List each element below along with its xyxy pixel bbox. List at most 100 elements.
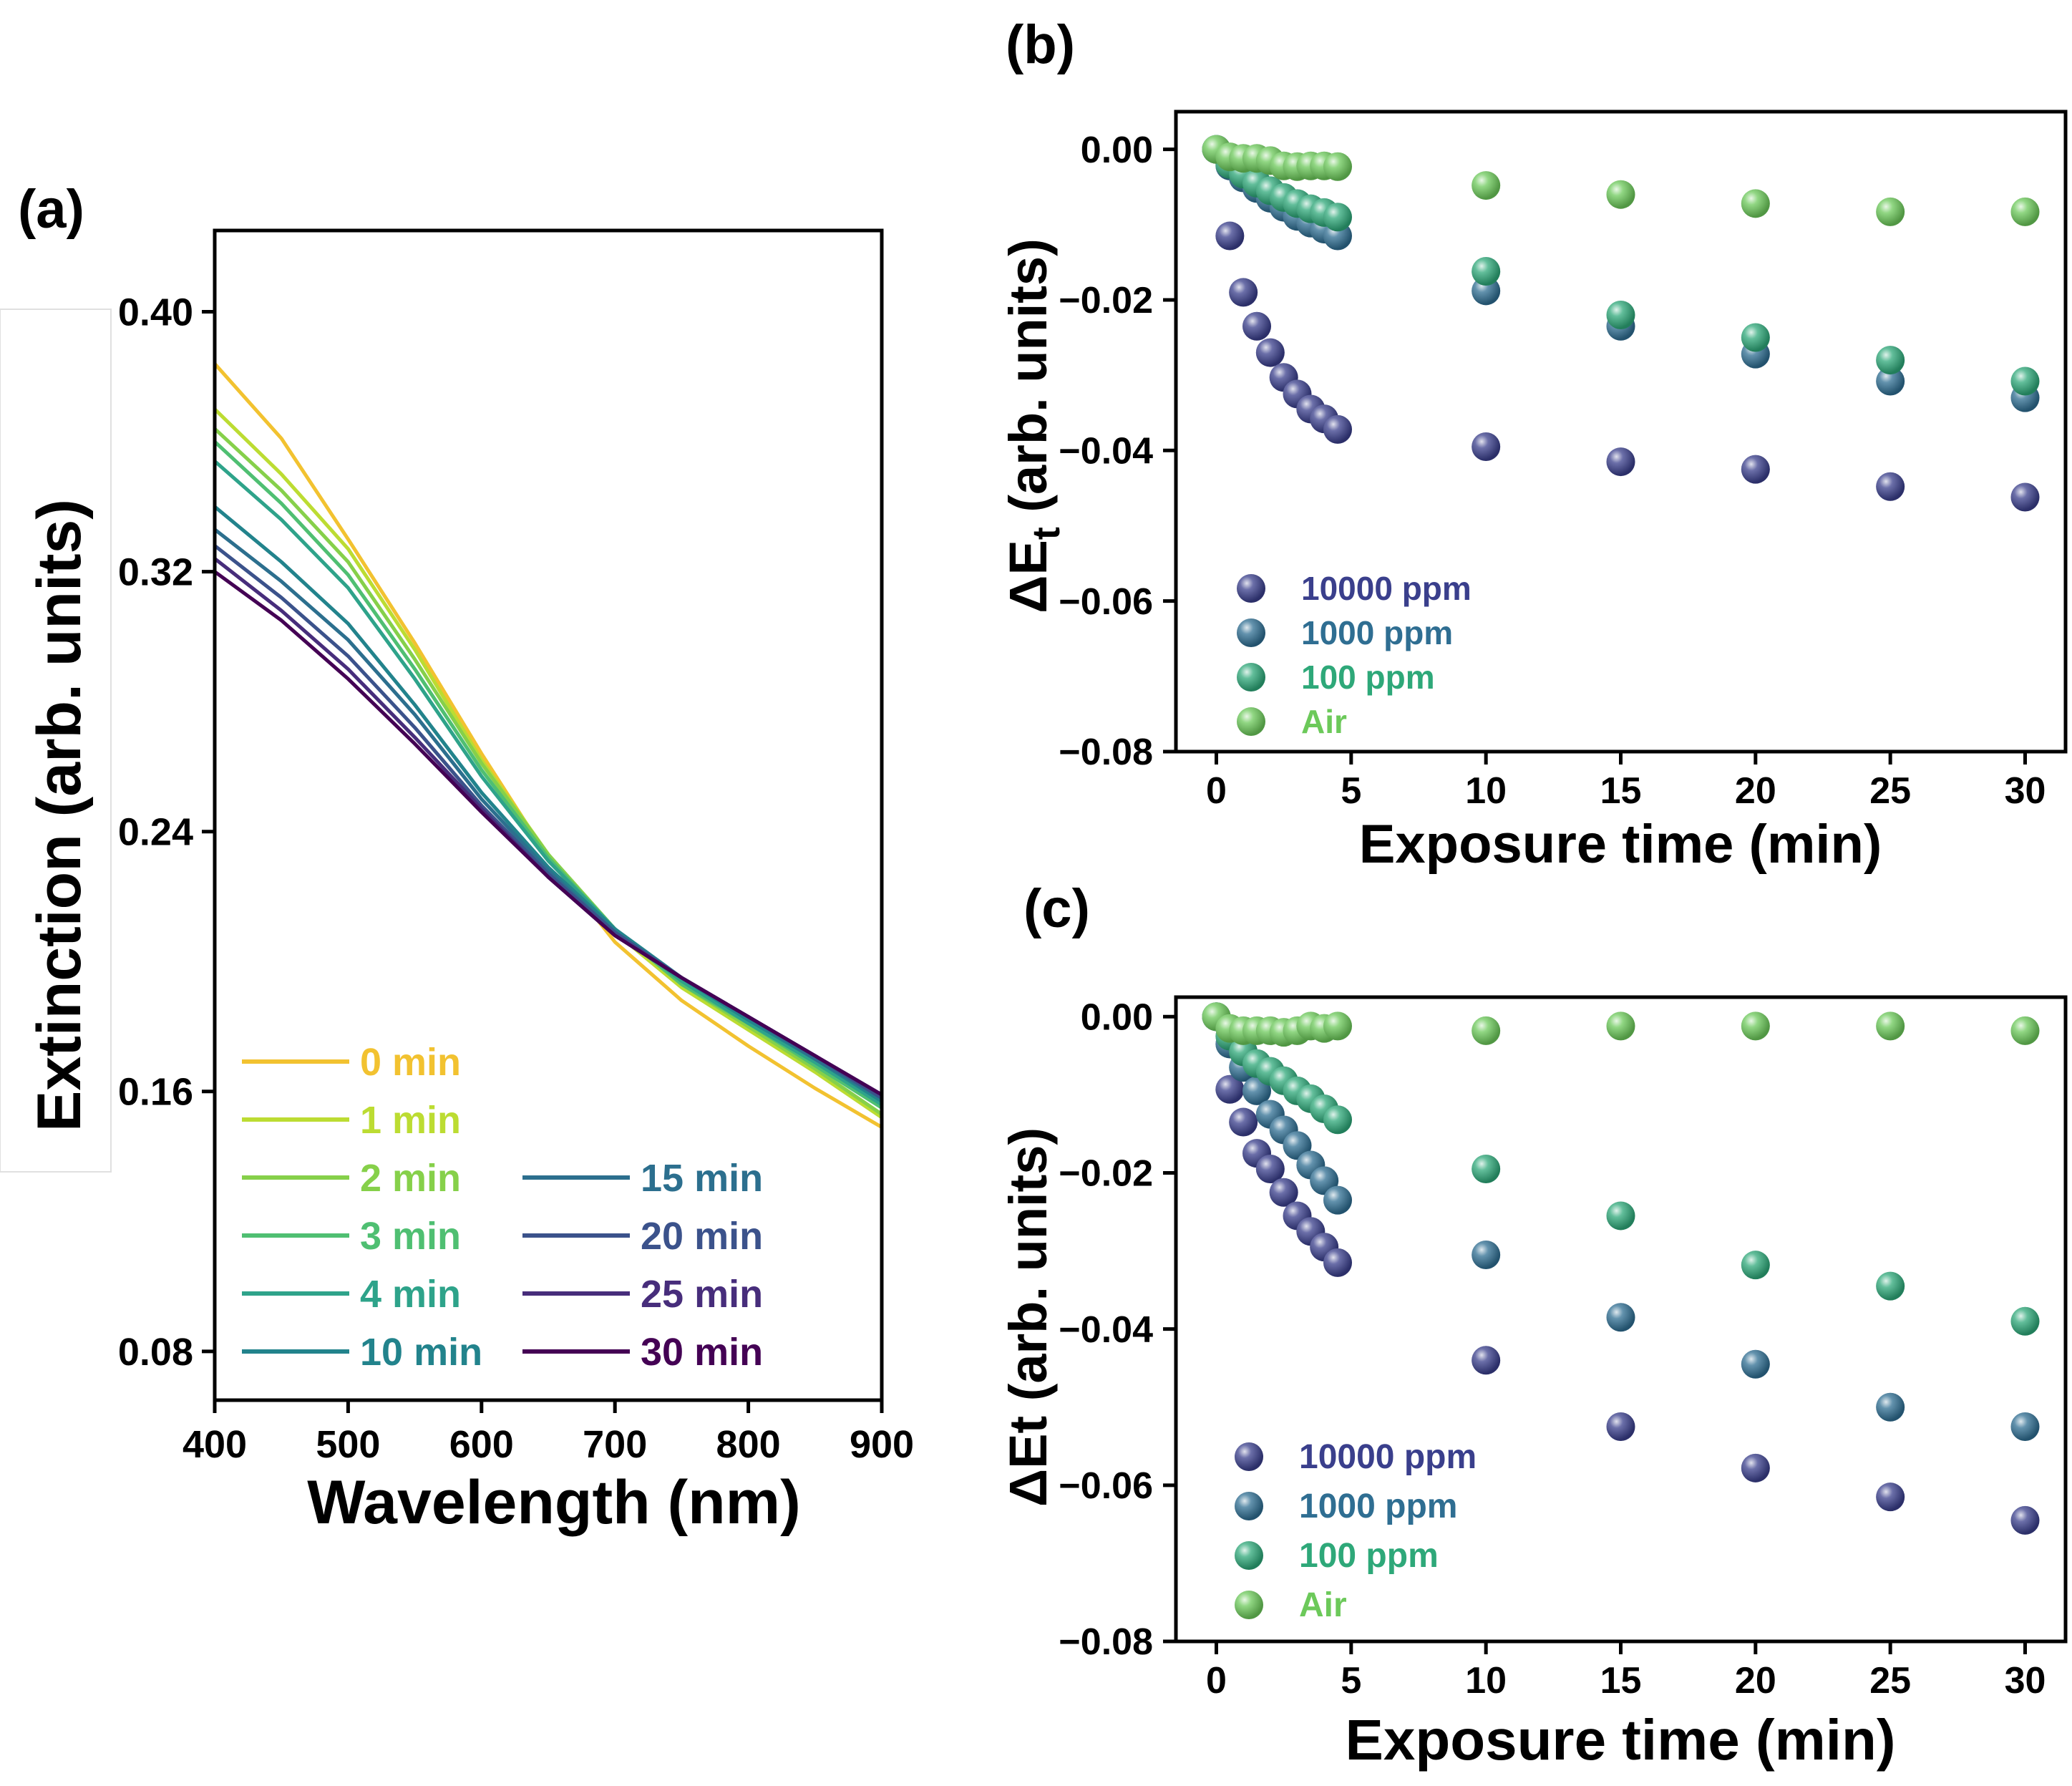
data-point-shine	[1323, 1248, 1352, 1277]
x-tick-label: 900	[850, 1423, 914, 1466]
series-line	[213, 570, 883, 1097]
legend-label: 20 min	[641, 1215, 763, 1258]
data-point-shine	[1606, 1412, 1635, 1441]
y-tick-label: −0.04	[1059, 430, 1153, 472]
panel-c-axes: 0 5 10 15 20 25 30 0.00 −0.02 −0.04 −0.06 −0.08	[1059, 996, 2046, 1702]
panel-c-legend: 10000 ppm 1000 ppm 100 ppm Air	[1235, 1438, 1477, 1624]
legend-label: 3 min	[360, 1215, 461, 1258]
panel-b-axes: 0 5 10 15 20 25 30 0.00 −0.02 −0.04 −0.06 −0.08	[1059, 130, 2046, 812]
y-tick-label: −0.08	[1059, 1621, 1153, 1663]
legend-label: 100 ppm	[1301, 659, 1435, 696]
legend-label: 10000 ppm	[1301, 570, 1472, 607]
panel-b-ylabel: ΔEt (arb. units)	[998, 238, 1068, 613]
x-tick-label: 5	[1341, 770, 1361, 812]
legend-label: 10 min	[360, 1331, 482, 1374]
legend-marker-shine	[1237, 707, 1265, 736]
x-tick-label: 0	[1206, 1660, 1227, 1702]
data-point-shine	[1876, 1271, 1905, 1301]
data-point-shine	[1741, 1453, 1770, 1482]
data-point-shine	[1215, 221, 1245, 251]
y-tick-label: 0.40	[118, 291, 193, 334]
data-point-shine	[2010, 1412, 2040, 1441]
data-point-shine	[1229, 278, 1258, 307]
legend-label: 1000 ppm	[1299, 1487, 1457, 1525]
panel-b-xlabel: Exposure time (min)	[1359, 814, 1882, 875]
data-point-shine	[2010, 1505, 2040, 1535]
data-point-shine	[1606, 180, 1635, 209]
legend-marker-shine	[1235, 1442, 1263, 1471]
data-point-shine	[1215, 1074, 1245, 1104]
data-point-shine	[1255, 1155, 1285, 1183]
legend-label: 10000 ppm	[1299, 1438, 1477, 1476]
panel-b-ylabel-rest: (arb. units)	[998, 238, 1058, 527]
y-tick-label: 0.32	[118, 550, 193, 593]
data-point-shine	[1606, 1011, 1635, 1041]
data-point-shine	[2010, 482, 2040, 512]
legend-label: 1 min	[360, 1099, 461, 1142]
x-tick-label: 800	[716, 1423, 781, 1466]
legend-label: 4 min	[360, 1273, 461, 1316]
data-point-shine	[1606, 447, 1635, 477]
panel-a-ylabel: Extinction (arb. units)	[25, 499, 94, 1132]
x-tick-label: 10	[1465, 770, 1507, 812]
panel-a-plot-area	[213, 362, 883, 1129]
x-tick-label: 15	[1600, 770, 1642, 812]
legend-marker-shine	[1237, 618, 1265, 647]
legend-label: 100 ppm	[1299, 1537, 1439, 1575]
y-tick-label: −0.06	[1059, 581, 1153, 623]
data-point-shine	[1242, 311, 1271, 341]
panel-c-plot-area	[1202, 1002, 2040, 1535]
legend-marker-shine	[1237, 663, 1265, 691]
x-tick-label: 30	[2005, 770, 2046, 812]
y-tick-label: 0.00	[1081, 996, 1153, 1038]
data-point-shine	[1876, 367, 1905, 396]
legend-label: 30 min	[641, 1331, 763, 1374]
panel-a: 400 500 600 700 800 900 0.08 0.16 0.24 0.32 0.40 W…	[0, 228, 914, 1537]
data-point-shine	[1255, 338, 1285, 367]
series-line	[213, 407, 883, 1120]
y-tick-label: 0.08	[118, 1331, 193, 1374]
data-point-shine	[2010, 1016, 2040, 1045]
y-tick-label: −0.06	[1059, 1465, 1153, 1507]
x-tick-label: 20	[1735, 1660, 1776, 1702]
x-tick-label: 400	[183, 1423, 247, 1466]
legend-marker-shine	[1237, 574, 1265, 603]
panel-c-label: (c)	[1023, 878, 1090, 939]
data-point-shine	[1741, 1251, 1770, 1280]
series-line	[213, 557, 883, 1097]
panel-b-plot-area	[1202, 135, 2040, 512]
panel-c-xlabel: Exposure time (min)	[1345, 1708, 1895, 1772]
y-tick-label: −0.08	[1059, 732, 1153, 773]
data-point-shine	[1741, 323, 1770, 352]
data-point-shine	[1876, 1482, 1905, 1512]
data-point-shine	[1741, 1349, 1770, 1379]
data-point-shine	[1323, 203, 1352, 232]
y-tick-label: 0.16	[118, 1071, 193, 1114]
panel-b-legend: 10000 ppm 1000 ppm 100 ppm Air	[1237, 570, 1472, 740]
panel-c-ylabel: ΔEt (arb. units)	[998, 1127, 1058, 1507]
series-line	[213, 528, 883, 1100]
data-point-shine	[1741, 455, 1770, 484]
data-point-shine	[1269, 1178, 1298, 1207]
panel-a-axes: 400 500 600 700 800 900 0.08 0.16 0.24 0.32 0.40	[118, 291, 914, 1466]
x-tick-label: 25	[1869, 1660, 1911, 1702]
data-point-shine	[1606, 300, 1635, 329]
x-tick-label: 600	[449, 1423, 514, 1466]
data-point-shine	[1323, 414, 1352, 444]
data-point-shine	[1606, 1201, 1635, 1231]
data-point-shine	[1876, 1392, 1905, 1422]
x-tick-label: 0	[1206, 770, 1227, 812]
data-point-shine	[2010, 197, 2040, 226]
data-point-shine	[2010, 1306, 2040, 1336]
legend-marker-shine	[1235, 1541, 1263, 1570]
legend-label: 0 min	[360, 1041, 461, 1084]
legend-label: Air	[1299, 1586, 1347, 1624]
panel-a-frame	[213, 228, 884, 1402]
data-point-shine	[1876, 1011, 1905, 1041]
data-point-shine	[1472, 1241, 1501, 1269]
legend-label: 15 min	[641, 1157, 763, 1200]
panel-a-xlabel: Wavelength (nm)	[307, 1468, 801, 1537]
panel-b: 0 5 10 15 20 25 30 0.00 −0.02 −0.04 −0.06 −0.08 Exp…	[998, 110, 2068, 875]
series-line	[213, 460, 883, 1107]
data-point-shine	[1323, 1185, 1352, 1215]
